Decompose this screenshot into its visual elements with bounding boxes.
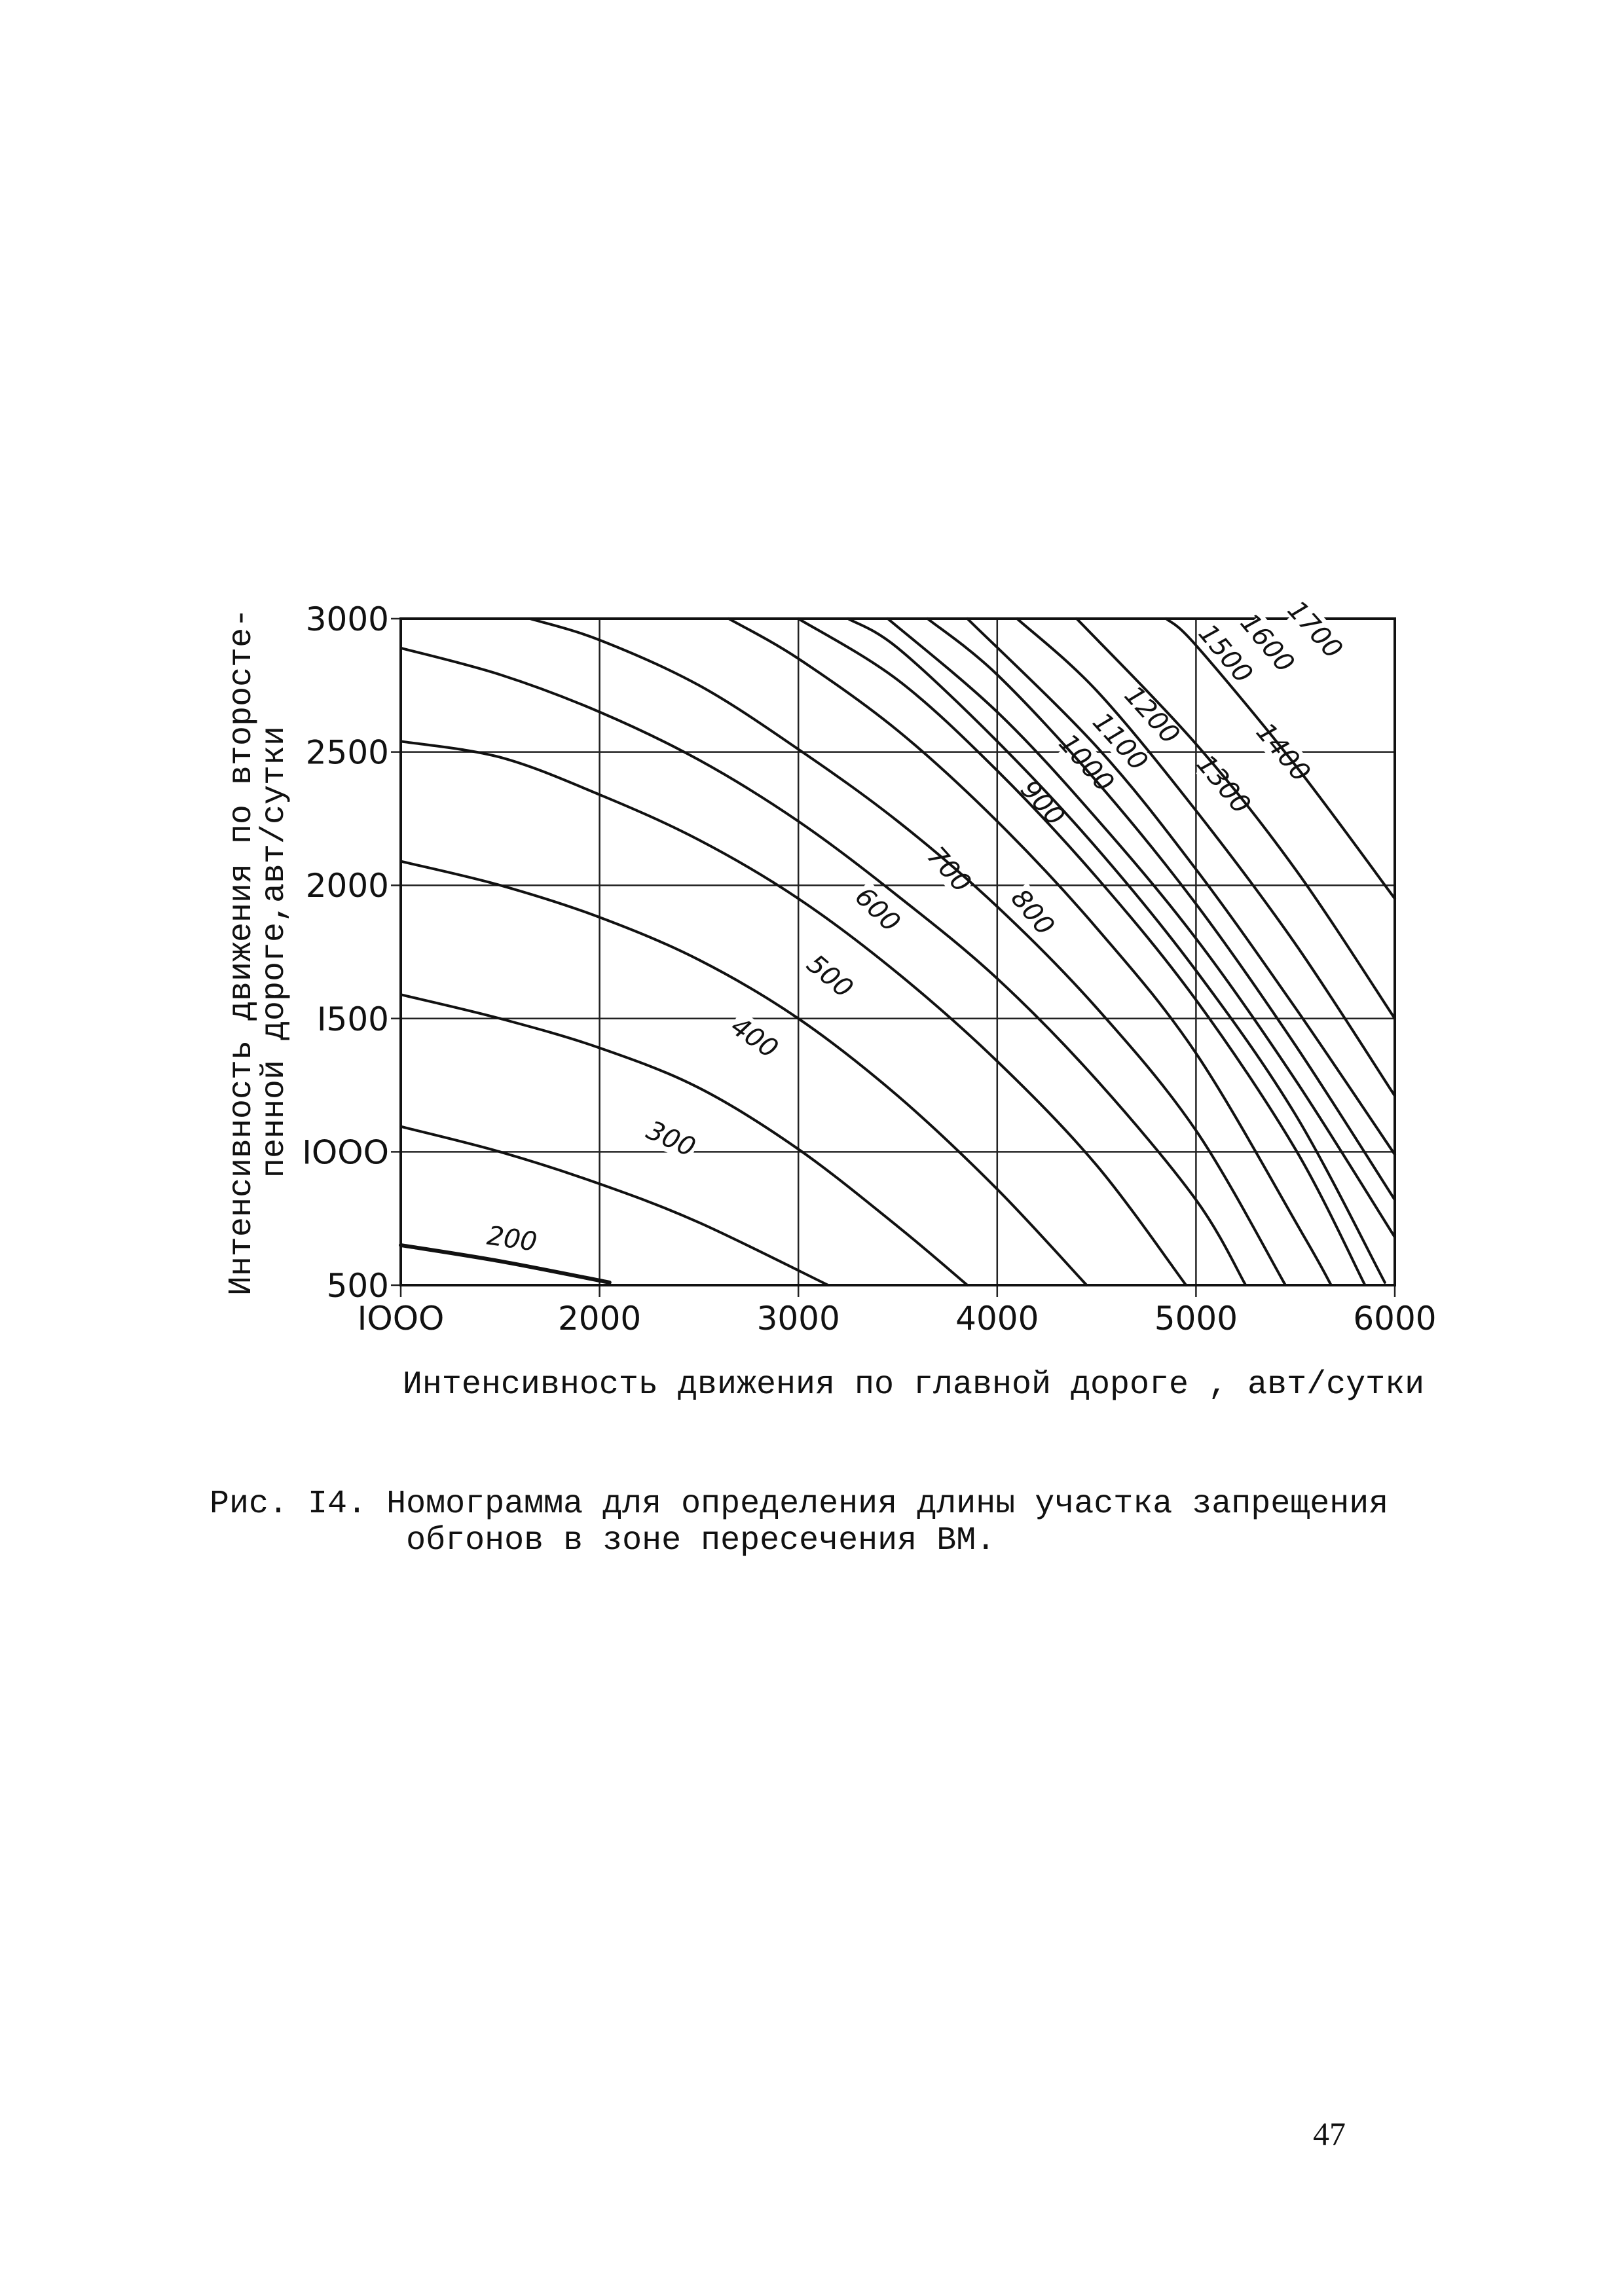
x-axis-title: Интенсивность движения по главной дороге… [403, 1366, 1424, 1404]
chart-series: 2003004005006007008009001000110012001300… [399, 595, 1396, 1286]
series-label-900: 900 [1014, 774, 1070, 832]
series-line-300 [399, 1125, 830, 1286]
series-line-700 [399, 646, 1247, 1286]
series-label-bg [1198, 624, 1254, 683]
series-label-200: 200 [485, 1221, 539, 1258]
series-line-1400 [966, 617, 1396, 1156]
x-tick-label: IOOO [358, 1300, 445, 1338]
series-label-500: 500 [801, 949, 858, 1004]
y-axis-title-line1: Интенсивность движения по второсте- [223, 608, 261, 1296]
series-label-bg [1058, 733, 1115, 792]
series-line-200 [399, 1243, 612, 1285]
chart-grid [391, 617, 1396, 1297]
x-tick-labels: IOOO 2000 3000 4000 5000 6000 [358, 1300, 1437, 1338]
series-line-1500 [1016, 617, 1396, 1097]
x-tick-label: 3000 [757, 1300, 840, 1338]
series-label-bg [1092, 712, 1149, 771]
x-tick-label: 4000 [955, 1300, 1039, 1338]
y-axis-title-line2: пенной дороге,авт/сутки [256, 726, 293, 1178]
series-line-1200 [886, 617, 1396, 1239]
y-tick-label: 2500 [306, 734, 389, 772]
series-label-bg [725, 1010, 784, 1065]
x-tick-label: 2000 [558, 1300, 641, 1338]
series-label-1300: 1300 [1190, 749, 1257, 820]
series-line-1000 [797, 617, 1367, 1286]
series-label-bg [800, 948, 860, 1004]
y-tick-label: 2000 [306, 867, 389, 905]
series-label-600: 600 [849, 882, 906, 938]
series-label-bg [921, 840, 978, 899]
y-tick-label: I500 [317, 1000, 389, 1038]
series-line-900 [727, 617, 1333, 1286]
series-line-800 [528, 617, 1287, 1286]
series-label-700: 700 [921, 841, 977, 899]
figure-caption: Рис. I4. Номограмма для определения длин… [210, 1486, 1454, 1559]
series-label-bg [1005, 883, 1061, 941]
series-label-bg [1014, 773, 1071, 832]
series-label-bg [1196, 754, 1252, 814]
series-line-1600 [1075, 617, 1396, 1020]
series-line-400 [399, 993, 969, 1286]
y-tick-label: 500 [327, 1267, 389, 1305]
y-tick-label: 3000 [306, 600, 389, 638]
series-label-800: 800 [1005, 884, 1060, 941]
caption-prefix: Рис. I4. [210, 1485, 367, 1523]
series-line-1100 [847, 617, 1386, 1284]
series-label-bg [484, 1220, 540, 1257]
series-label-bg [849, 881, 907, 938]
series-line-600 [399, 740, 1188, 1286]
x-tick-label: 6000 [1353, 1300, 1436, 1338]
series-line-1300 [926, 617, 1396, 1201]
page-number: 47 [1313, 2115, 1346, 2152]
series-label-bg [641, 1114, 701, 1163]
series-line-1700 [1164, 617, 1396, 900]
x-tick-label: 5000 [1154, 1300, 1238, 1338]
y-tick-label: IOOO [302, 1133, 389, 1171]
series-label-bg [1124, 685, 1181, 744]
series-label-bg [1240, 613, 1296, 672]
caption-line-2: обгонов в зоне пересечения ВМ. [406, 1522, 996, 1559]
plot-frame [399, 617, 1396, 1286]
y-tick-labels: 500 IOOO I500 2000 2500 3000 [302, 600, 389, 1305]
series-label-bg [1287, 600, 1344, 659]
caption-line-1: Номограмма для определения длины участка… [386, 1485, 1389, 1523]
series-line-500 [399, 860, 1088, 1286]
